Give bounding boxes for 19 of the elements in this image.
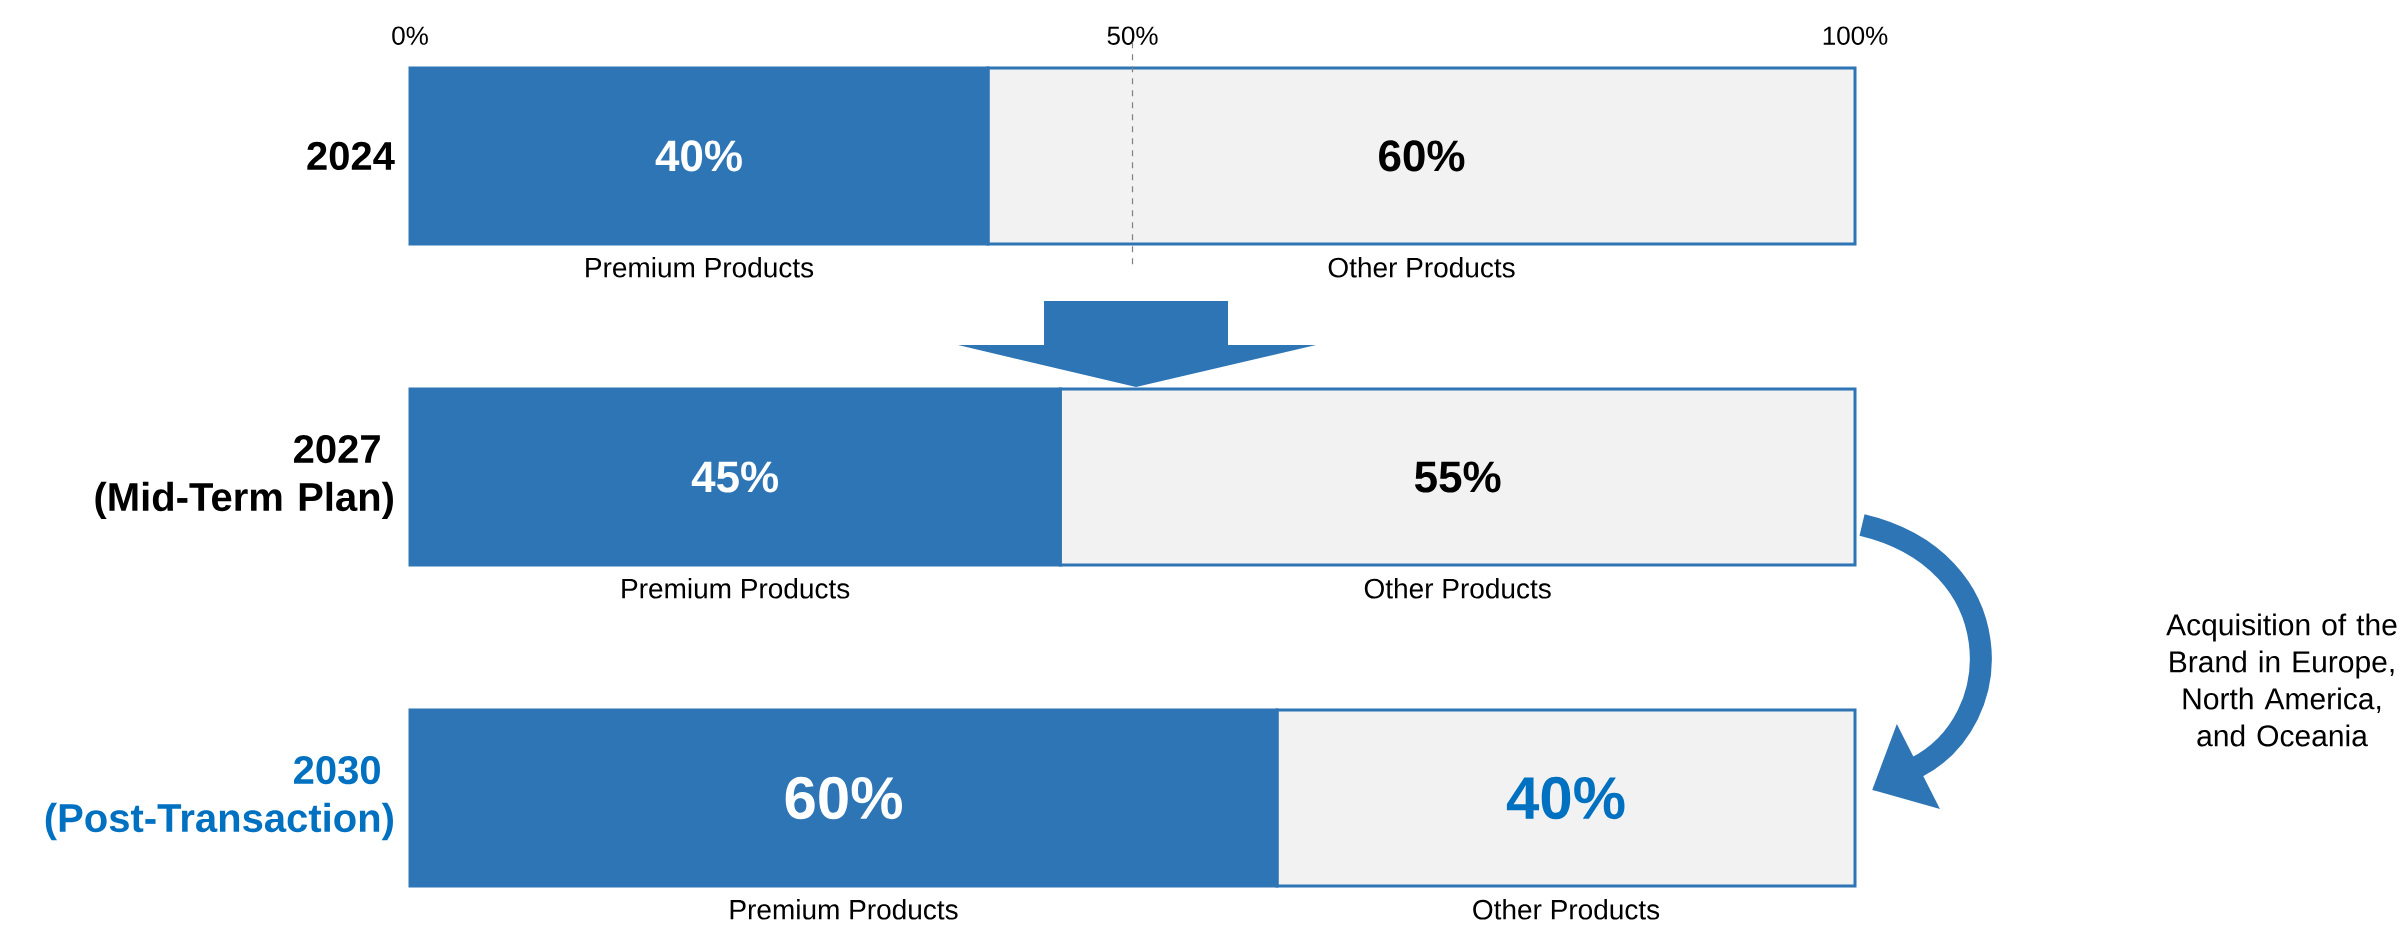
x-tick-label: 0% <box>392 26 428 45</box>
y-tick-label: 2024 <box>307 141 395 171</box>
data-label: 40% <box>655 140 742 172</box>
text: Other Products <box>1473 899 1660 920</box>
data-label: 40% <box>1506 776 1625 820</box>
data-label: 60% <box>1379 140 1465 172</box>
text: Premium Products <box>622 578 850 599</box>
series-label: Other Products <box>1328 256 1515 278</box>
data-label: 55% <box>1414 461 1501 493</box>
text: Premium Products <box>730 899 958 920</box>
y-tick-label: 2027 (Mid-Term Plan) <box>95 434 393 520</box>
x-tick-label: 100% <box>1823 26 1888 45</box>
data-label: 60% <box>785 776 902 820</box>
data-label: 45% <box>691 461 778 493</box>
x-tick-label: 50% <box>1107 26 1158 45</box>
y-tick-label: 2030 (Post-Transaction) <box>45 755 393 841</box>
series-label: Premium Products <box>586 256 814 278</box>
text: Other Products <box>1364 578 1551 599</box>
text: Acquisition of the Brand in Europe, North America, and Oceania <box>2166 613 2397 747</box>
